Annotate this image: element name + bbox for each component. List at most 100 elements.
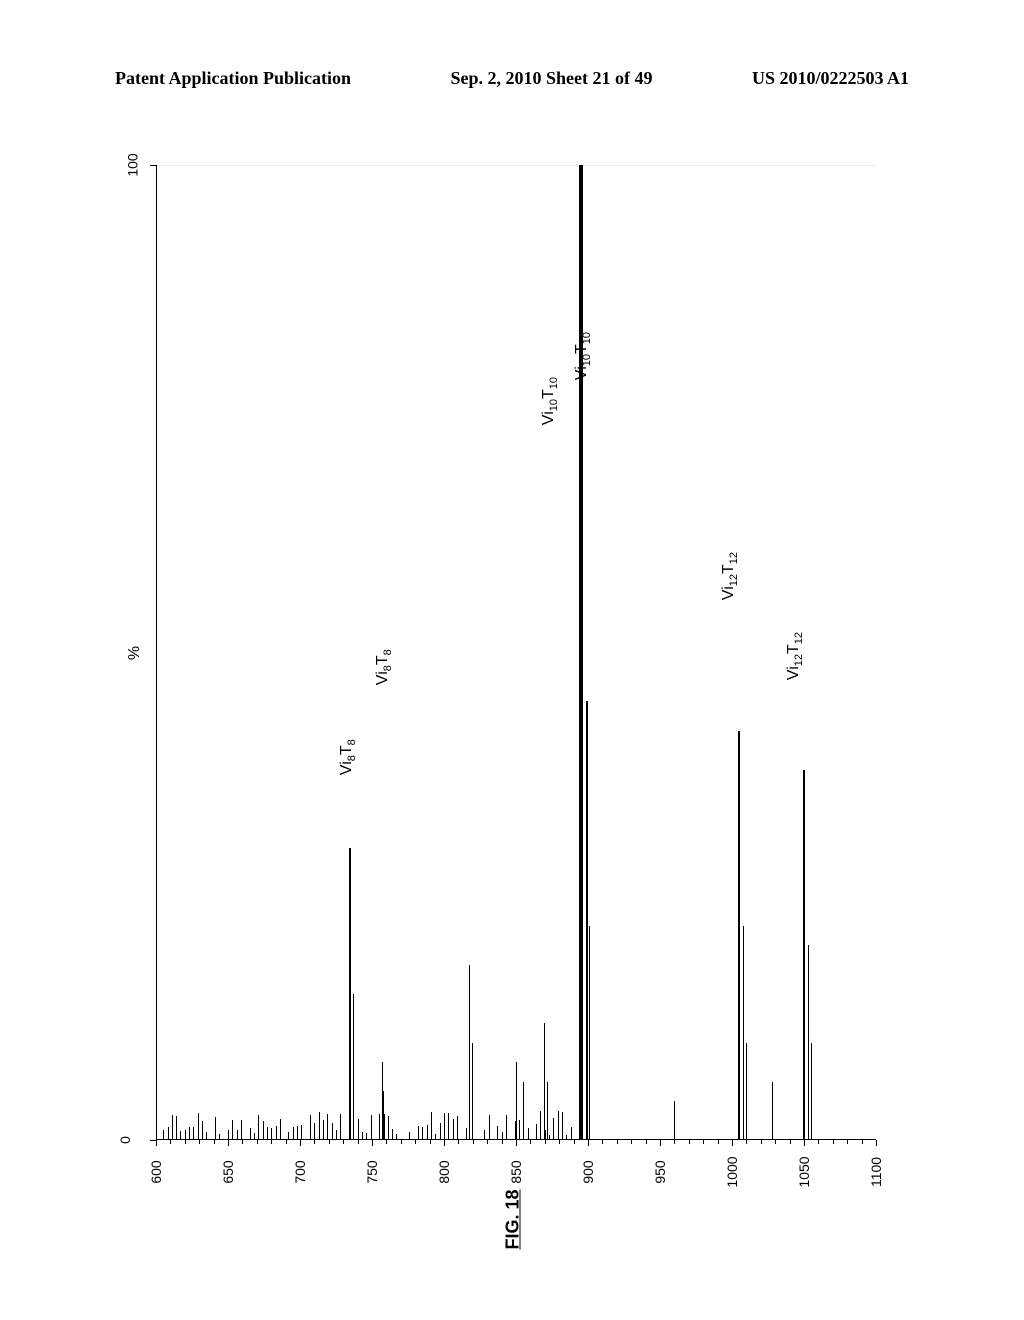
peak bbox=[746, 1043, 747, 1141]
x-tick bbox=[516, 1140, 517, 1146]
x-minor-tick bbox=[271, 1140, 272, 1144]
x-minor-tick bbox=[818, 1140, 819, 1144]
noise-spike bbox=[189, 1127, 190, 1140]
x-tick-label: 850 bbox=[508, 1160, 524, 1183]
x-minor-tick bbox=[343, 1140, 344, 1144]
noise-spike bbox=[431, 1112, 432, 1140]
noise-spike bbox=[528, 1128, 529, 1140]
x-tick bbox=[156, 1140, 157, 1146]
noise-spike bbox=[571, 1127, 572, 1140]
peak bbox=[383, 1091, 384, 1140]
noise-spike bbox=[323, 1120, 324, 1140]
peak bbox=[469, 965, 470, 1141]
noise-spike bbox=[206, 1132, 207, 1140]
x-tick bbox=[228, 1140, 229, 1146]
header-left: Patent Application Publication bbox=[115, 68, 351, 89]
noise-spike bbox=[519, 1120, 520, 1140]
noise-spike bbox=[237, 1130, 238, 1140]
x-tick bbox=[588, 1140, 589, 1146]
noise-spike bbox=[297, 1126, 298, 1140]
noise-spike bbox=[176, 1116, 177, 1140]
noise-spike bbox=[536, 1124, 537, 1140]
peak bbox=[743, 926, 744, 1141]
noise-spike bbox=[549, 1135, 550, 1140]
x-minor-tick bbox=[790, 1140, 791, 1144]
peak bbox=[349, 848, 351, 1141]
peak-label: Vi12T12 bbox=[785, 632, 805, 680]
x-minor-tick bbox=[473, 1140, 474, 1144]
x-minor-tick bbox=[415, 1140, 416, 1144]
noise-spike bbox=[409, 1132, 410, 1140]
x-minor-tick bbox=[775, 1140, 776, 1144]
noise-spike bbox=[254, 1133, 255, 1140]
noise-spike bbox=[506, 1115, 507, 1140]
x-minor-tick bbox=[214, 1140, 215, 1144]
x-tick-label: 1050 bbox=[796, 1156, 812, 1187]
peak bbox=[353, 994, 354, 1140]
x-minor-tick bbox=[185, 1140, 186, 1144]
peak bbox=[544, 1023, 545, 1140]
noise-spike bbox=[314, 1123, 315, 1140]
x-minor-tick bbox=[545, 1140, 546, 1144]
x-tick bbox=[372, 1140, 373, 1146]
peak bbox=[586, 701, 588, 1140]
x-minor-tick bbox=[718, 1140, 719, 1144]
x-minor-tick bbox=[862, 1140, 863, 1144]
x-tick-label: 650 bbox=[220, 1160, 236, 1183]
noise-spike bbox=[250, 1128, 251, 1140]
x-minor-tick bbox=[847, 1140, 848, 1144]
y-axis bbox=[156, 165, 157, 1140]
noise-spike bbox=[263, 1121, 264, 1140]
noise-spike bbox=[180, 1131, 181, 1140]
peak bbox=[674, 1101, 675, 1140]
noise-spike bbox=[448, 1113, 449, 1140]
noise-spike bbox=[271, 1128, 272, 1140]
noise-spike bbox=[215, 1117, 216, 1140]
x-tick bbox=[876, 1140, 877, 1146]
noise-spike bbox=[371, 1115, 372, 1140]
x-minor-tick bbox=[559, 1140, 560, 1144]
noise-spike bbox=[366, 1133, 367, 1140]
peak bbox=[589, 926, 590, 1141]
x-minor-tick bbox=[617, 1140, 618, 1144]
x-minor-tick bbox=[286, 1140, 287, 1144]
noise-spike bbox=[457, 1116, 458, 1140]
noise-spike bbox=[440, 1123, 441, 1140]
x-tick-label: 950 bbox=[652, 1160, 668, 1183]
peak bbox=[472, 1043, 473, 1141]
noise-spike bbox=[327, 1114, 328, 1140]
x-minor-tick bbox=[689, 1140, 690, 1144]
x-minor-tick bbox=[646, 1140, 647, 1144]
noise-spike bbox=[418, 1126, 419, 1140]
noise-spike bbox=[502, 1132, 503, 1140]
x-tick bbox=[732, 1140, 733, 1146]
noise-spike bbox=[168, 1127, 169, 1140]
y-tick-label: 0 bbox=[117, 1136, 133, 1144]
noise-spike bbox=[288, 1132, 289, 1140]
x-minor-tick bbox=[401, 1140, 402, 1144]
noise-spike bbox=[319, 1112, 320, 1140]
noise-spike bbox=[379, 1114, 380, 1140]
noise-spike bbox=[422, 1127, 423, 1140]
x-minor-tick bbox=[487, 1140, 488, 1144]
noise-spike bbox=[497, 1126, 498, 1140]
noise-spike bbox=[310, 1115, 311, 1140]
peak bbox=[738, 731, 740, 1141]
x-tick bbox=[660, 1140, 661, 1146]
noise-spike bbox=[193, 1127, 194, 1140]
x-tick-label: 700 bbox=[292, 1160, 308, 1183]
x-minor-tick bbox=[358, 1140, 359, 1144]
x-minor-tick bbox=[703, 1140, 704, 1144]
noise-spike bbox=[392, 1129, 393, 1140]
x-tick bbox=[804, 1140, 805, 1146]
header-right: US 2010/0222503 A1 bbox=[752, 68, 909, 89]
x-minor-tick bbox=[574, 1140, 575, 1144]
noise-spike bbox=[553, 1118, 554, 1140]
noise-spike bbox=[267, 1127, 268, 1140]
peak-label: Vi10T10 bbox=[573, 332, 593, 380]
figure-container: % 01006006507007508008509009501000105011… bbox=[118, 165, 908, 1205]
peak-label: Vi8T8 bbox=[338, 739, 358, 775]
peak bbox=[808, 945, 809, 1140]
x-minor-tick bbox=[242, 1140, 243, 1144]
x-tick-label: 900 bbox=[580, 1160, 596, 1183]
